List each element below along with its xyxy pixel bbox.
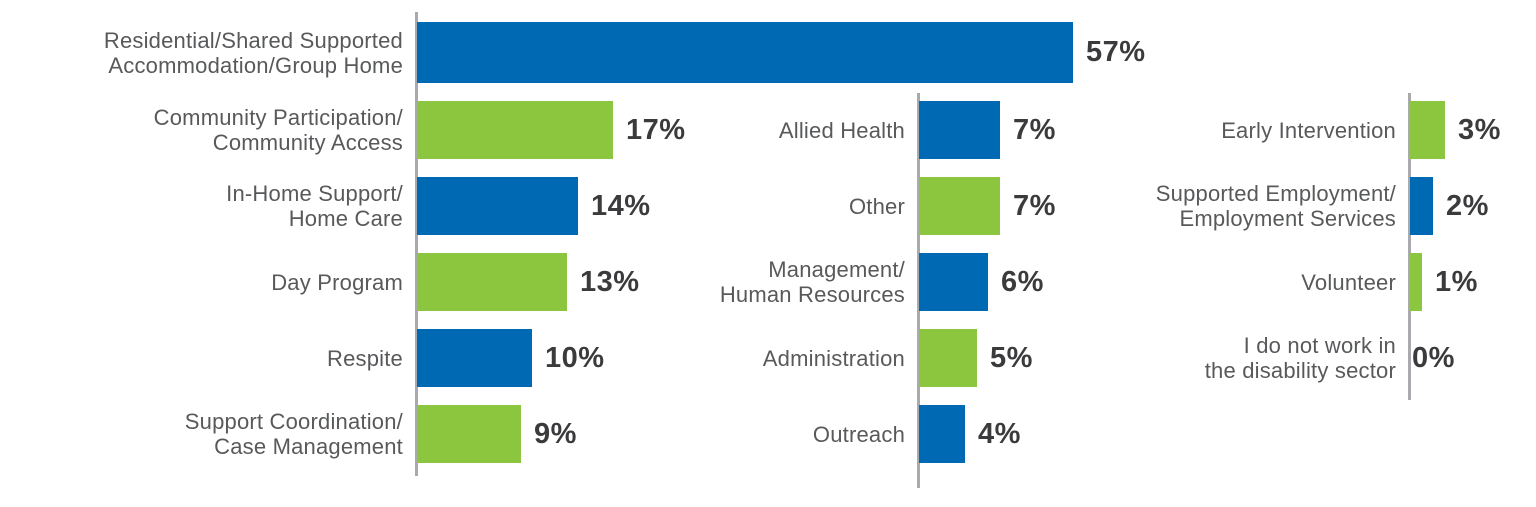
bar-row: Other 7% [598,177,1056,235]
bar [417,405,521,463]
value-label: 13% [580,265,640,298]
bar-row: Volunteer 1% [1098,253,1478,311]
category-label: I do not work in the disability sector [1204,333,1396,383]
bar-row: In-Home Support/ Home Care 14% [18,177,651,235]
bar [919,405,965,463]
bar [919,329,977,387]
bar-row: Allied Health 7% [598,101,1056,159]
category-label: Management/ Human Resources [719,257,905,307]
value-label: 2% [1446,189,1489,222]
bar-row: Management/ Human Resources 6% [598,253,1044,311]
bar-row: Outreach 4% [598,405,1021,463]
value-label: 3% [1458,113,1501,146]
value-label: 6% [1001,265,1044,298]
bar [919,253,988,311]
category-label: Outreach [812,421,905,447]
bar-row: Residential/Shared Supported Accommodati… [18,22,1146,83]
category-label: In-Home Support/ Home Care [226,181,403,231]
bar-row: Support Coordination/ Case Management 9% [18,405,577,463]
bar [417,22,1073,83]
bar-row: I do not work in the disability sector 0… [1098,329,1455,387]
category-label: Community Participation/ Community Acces… [153,105,403,155]
value-label: 4% [978,417,1021,450]
category-label: Early Intervention [1221,117,1396,143]
category-label: Support Coordination/ Case Management [184,409,403,459]
value-label: 7% [1013,113,1056,146]
bar [919,177,1000,235]
category-label: Other [848,193,905,219]
bar-row: Respite 10% [18,329,605,387]
bar [417,177,578,235]
value-label: 5% [990,341,1033,374]
bar [1410,101,1445,159]
bar-row: Administration 5% [598,329,1033,387]
axis-line-right [1408,93,1411,400]
value-label: 9% [534,417,577,450]
category-label: Volunteer [1301,269,1396,295]
value-label: 57% [1086,36,1146,68]
bar-row: Early Intervention 3% [1098,101,1501,159]
category-label: Respite [327,345,403,371]
value-label: 14% [591,189,651,222]
bar-row: Day Program 13% [18,253,640,311]
bar [919,101,1000,159]
bar [417,101,613,159]
value-label: 1% [1435,265,1478,298]
value-label: 7% [1013,189,1056,222]
value-label: 17% [626,113,686,146]
category-label: Allied Health [778,117,905,143]
bar [1410,253,1422,311]
category-label: Administration [762,345,905,371]
category-label: Residential/Shared Supported Accommodati… [103,27,403,78]
bar-row: Supported Employment/ Employment Service… [1098,177,1489,235]
axis-line-middle [917,93,920,488]
value-label: 10% [545,341,605,374]
category-label: Day Program [271,269,403,295]
value-label: 0% [1412,341,1455,374]
bar [417,329,532,387]
category-label: Supported Employment/ Employment Service… [1155,181,1396,231]
bar [417,253,567,311]
bar-row: Community Participation/ Community Acces… [18,101,686,159]
axis-line-left [415,12,418,476]
bar [1410,177,1433,235]
